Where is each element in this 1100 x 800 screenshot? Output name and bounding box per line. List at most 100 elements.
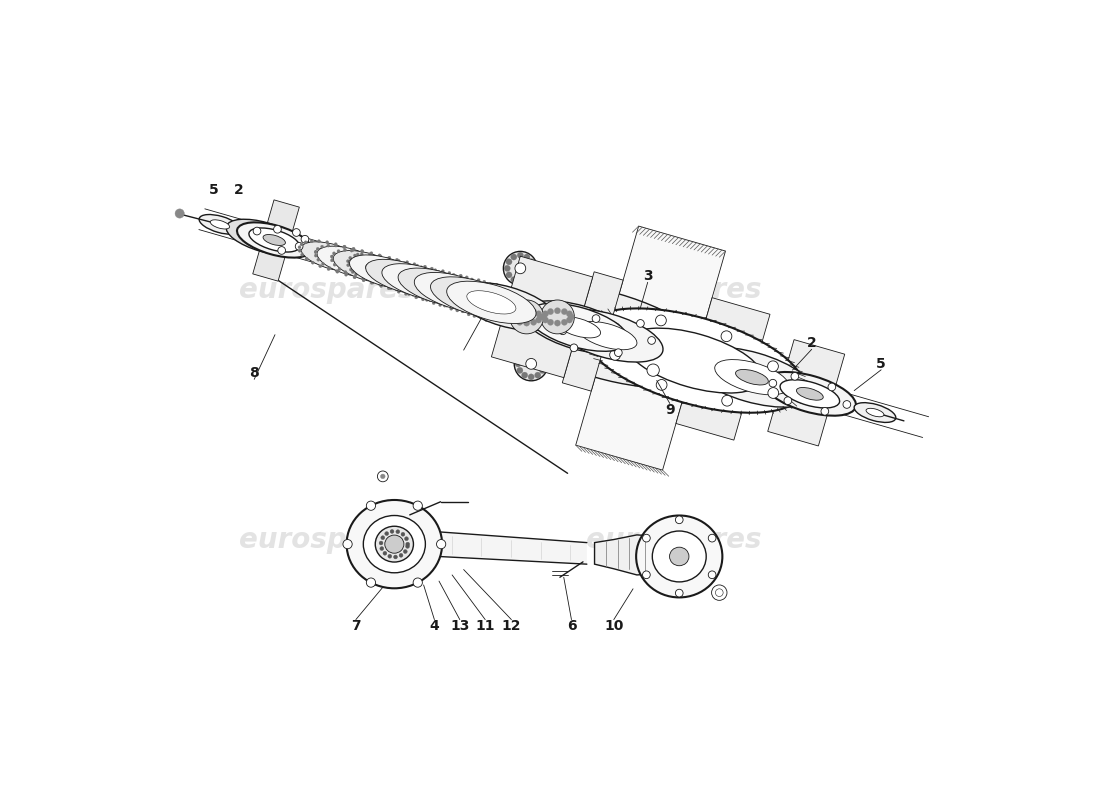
Circle shape (370, 276, 373, 279)
Circle shape (311, 261, 315, 264)
Circle shape (368, 254, 372, 257)
Ellipse shape (736, 370, 768, 385)
Circle shape (534, 318, 537, 322)
Circle shape (427, 270, 430, 274)
Circle shape (379, 546, 384, 550)
Circle shape (506, 272, 513, 278)
Circle shape (430, 267, 433, 270)
Circle shape (463, 306, 466, 309)
Ellipse shape (715, 359, 789, 395)
Ellipse shape (578, 322, 637, 350)
Circle shape (410, 266, 414, 269)
Circle shape (336, 270, 339, 274)
Circle shape (353, 275, 356, 278)
Circle shape (334, 242, 338, 246)
Circle shape (495, 283, 498, 286)
Circle shape (529, 258, 535, 265)
Circle shape (363, 269, 366, 271)
Circle shape (327, 244, 330, 247)
Circle shape (471, 278, 474, 282)
Circle shape (504, 266, 510, 271)
Circle shape (456, 283, 460, 286)
Circle shape (346, 260, 350, 262)
Circle shape (439, 303, 442, 306)
Circle shape (389, 286, 393, 290)
Circle shape (509, 314, 516, 320)
Circle shape (722, 395, 733, 406)
Polygon shape (438, 532, 587, 564)
Circle shape (337, 250, 340, 253)
Circle shape (508, 323, 512, 326)
Circle shape (421, 298, 425, 301)
Circle shape (397, 270, 400, 273)
Circle shape (470, 283, 473, 286)
Circle shape (382, 278, 385, 281)
Circle shape (330, 255, 333, 258)
Circle shape (483, 280, 486, 283)
Circle shape (361, 250, 364, 254)
Circle shape (471, 278, 473, 281)
Circle shape (253, 227, 261, 235)
Circle shape (488, 282, 492, 286)
Circle shape (405, 292, 407, 295)
Text: eurospares: eurospares (239, 276, 415, 304)
Circle shape (535, 350, 541, 355)
Circle shape (529, 272, 535, 278)
Circle shape (507, 287, 510, 290)
Circle shape (295, 242, 302, 250)
Circle shape (437, 278, 440, 281)
Circle shape (541, 361, 548, 367)
Circle shape (371, 278, 374, 281)
Circle shape (722, 331, 732, 342)
Ellipse shape (430, 277, 517, 318)
Circle shape (411, 283, 415, 286)
Circle shape (363, 264, 365, 267)
Circle shape (382, 266, 384, 268)
Circle shape (561, 319, 568, 326)
Circle shape (375, 258, 378, 261)
Circle shape (415, 288, 418, 291)
Circle shape (425, 268, 428, 271)
Circle shape (443, 287, 447, 290)
Circle shape (517, 309, 522, 314)
Circle shape (358, 270, 360, 273)
Circle shape (517, 367, 522, 374)
Circle shape (768, 388, 779, 398)
Circle shape (480, 316, 482, 318)
Circle shape (368, 253, 372, 256)
Circle shape (548, 319, 553, 326)
Circle shape (361, 250, 364, 253)
Circle shape (379, 285, 383, 287)
Circle shape (539, 367, 546, 374)
Circle shape (510, 277, 517, 282)
Circle shape (398, 283, 402, 286)
Circle shape (459, 288, 462, 291)
Circle shape (675, 590, 683, 597)
Circle shape (402, 532, 405, 536)
Circle shape (403, 267, 406, 270)
Circle shape (321, 262, 324, 266)
Circle shape (517, 354, 522, 360)
Circle shape (433, 293, 436, 295)
Circle shape (447, 283, 449, 286)
Circle shape (497, 298, 500, 302)
Text: 2: 2 (234, 183, 244, 197)
Ellipse shape (689, 347, 815, 407)
Ellipse shape (652, 531, 706, 582)
Circle shape (315, 250, 317, 254)
Circle shape (517, 319, 522, 326)
Circle shape (316, 247, 319, 250)
Circle shape (528, 322, 530, 324)
Ellipse shape (780, 380, 839, 408)
Ellipse shape (365, 262, 405, 281)
Circle shape (485, 318, 487, 322)
Circle shape (399, 278, 403, 282)
Circle shape (540, 300, 574, 334)
Circle shape (388, 554, 392, 558)
Circle shape (512, 317, 518, 323)
Circle shape (405, 537, 408, 541)
Circle shape (488, 288, 492, 291)
Circle shape (478, 298, 482, 301)
Circle shape (381, 273, 384, 276)
Circle shape (421, 281, 425, 284)
